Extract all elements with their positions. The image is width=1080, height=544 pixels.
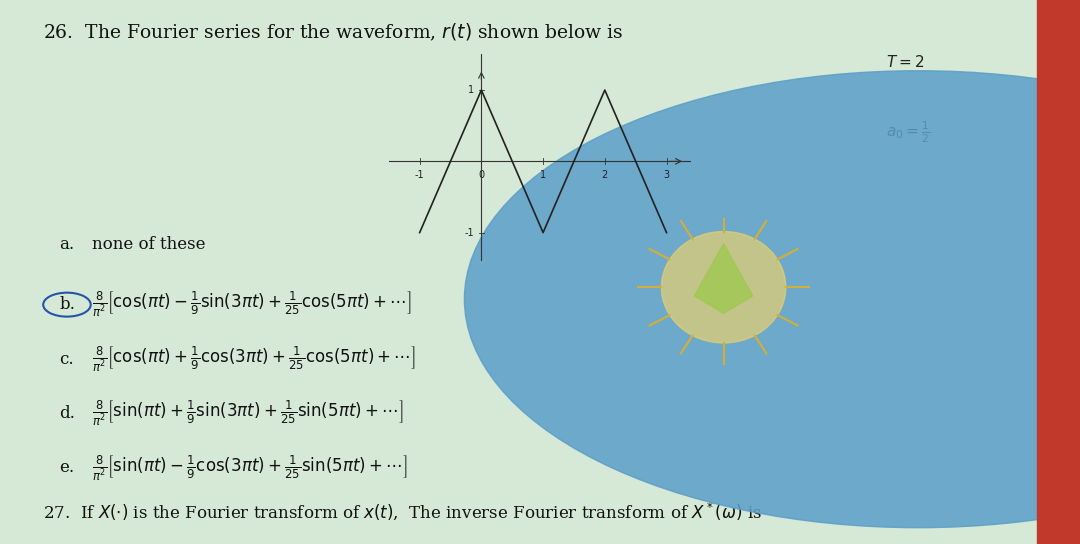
Text: $\frac{8}{\pi^2}\left[\cos(\pi t) + \frac{1}{9}\cos(3\pi t) + \frac{1}{25}\cos(5: $\frac{8}{\pi^2}\left[\cos(\pi t) + \fra… <box>92 344 416 374</box>
Text: -1: -1 <box>415 170 424 180</box>
Text: $T=2$: $T=2$ <box>886 54 923 70</box>
Text: 1: 1 <box>540 170 546 180</box>
Circle shape <box>661 232 786 343</box>
Text: $a_0 = \frac{1}{2}$: $a_0 = \frac{1}{2}$ <box>886 120 930 145</box>
Text: 27.  If $X(\cdot)$ is the Fourier transform of $x(t)$,  The inverse Fourier tran: 27. If $X(\cdot)$ is the Fourier transfo… <box>43 501 762 522</box>
Text: e.: e. <box>59 459 75 477</box>
Text: -1: -1 <box>464 227 474 238</box>
Text: 0: 0 <box>478 170 485 180</box>
Text: c.: c. <box>59 350 75 368</box>
Text: $\frac{8}{\pi^2}\left[\sin(\pi t) + \frac{1}{9}\sin(3\pi t) + \frac{1}{25}\sin(5: $\frac{8}{\pi^2}\left[\sin(\pi t) + \fra… <box>92 399 403 428</box>
Text: 3: 3 <box>663 170 670 180</box>
Text: $\frac{8}{\pi^2}\left[\sin(\pi t) - \frac{1}{9}\cos(3\pi t) + \frac{1}{25}\sin(5: $\frac{8}{\pi^2}\left[\sin(\pi t) - \fra… <box>92 453 407 483</box>
Polygon shape <box>694 244 753 313</box>
Text: d.: d. <box>59 405 76 422</box>
Text: b.: b. <box>59 296 76 313</box>
Text: 26.  The Fourier series for the waveform, $r(t)$ shown below is: 26. The Fourier series for the waveform,… <box>43 22 623 43</box>
Text: 1: 1 <box>468 85 474 95</box>
Text: a.: a. <box>59 236 75 254</box>
Text: none of these: none of these <box>92 236 205 254</box>
Text: 2: 2 <box>602 170 608 180</box>
Text: $\frac{8}{\pi^2}\left[\cos(\pi t) - \frac{1}{9}\sin(3\pi t) + \frac{1}{25}\cos(5: $\frac{8}{\pi^2}\left[\cos(\pi t) - \fra… <box>92 290 411 319</box>
